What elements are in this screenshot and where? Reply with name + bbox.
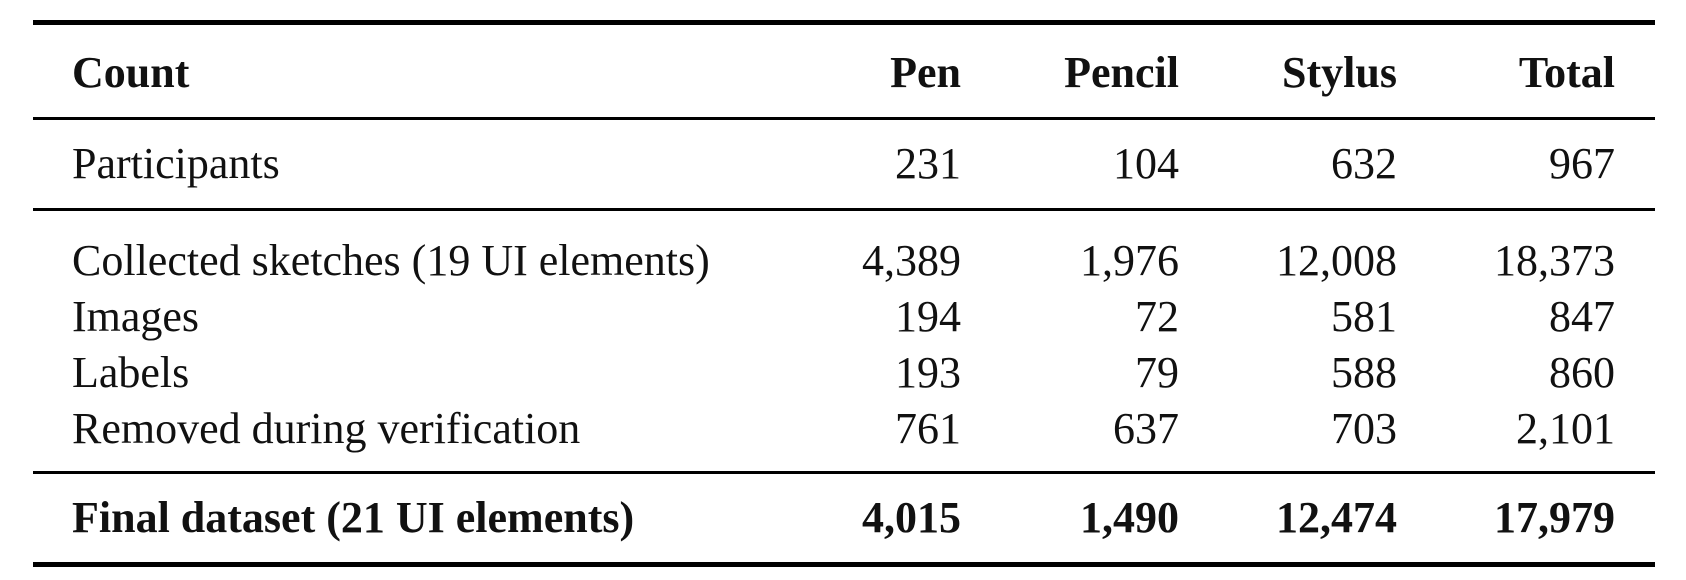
cell-stylus: 632 <box>1331 139 1397 188</box>
row-label: Collected sketches (19 UI elements) <box>72 236 710 285</box>
row-label: Removed during verification <box>72 404 581 453</box>
cell-total: 847 <box>1549 292 1615 341</box>
cell-total: 860 <box>1549 348 1615 397</box>
row-label: Images <box>72 292 200 341</box>
table-row: Removed during verification 761 637 703 … <box>33 401 1655 473</box>
cell-stylus: 581 <box>1331 292 1397 341</box>
cell-stylus: 12,474 <box>1276 493 1397 542</box>
table-footer: Final dataset (21 UI elements) 4,015 1,4… <box>33 472 1655 565</box>
row-label: Final dataset (21 UI elements) <box>72 493 635 542</box>
header-pencil: Pencil <box>1064 48 1179 97</box>
table-row-final-dataset: Final dataset (21 UI elements) 4,015 1,4… <box>33 472 1655 565</box>
table-row-participants: Participants 231 104 632 967 <box>33 119 1655 210</box>
header-pen: Pen <box>890 48 961 97</box>
cell-pen: 194 <box>895 292 961 341</box>
table-row: Labels 193 79 588 860 <box>33 345 1655 401</box>
cell-pen: 193 <box>895 348 961 397</box>
table-row: Images 194 72 581 847 <box>33 289 1655 345</box>
cell-pencil: 1,976 <box>1080 236 1179 285</box>
cell-pencil: 1,490 <box>1080 493 1179 542</box>
cell-pencil: 72 <box>1135 292 1179 341</box>
row-label: Participants <box>72 139 280 188</box>
table-header: Count Pen Pencil Stylus Total <box>33 22 1655 119</box>
cell-total: 967 <box>1549 139 1615 188</box>
header-total: Total <box>1518 48 1615 97</box>
cell-pen: 4,389 <box>862 236 961 285</box>
dataset-count-table: Count Pen Pencil Stylus Total Participan… <box>33 20 1655 567</box>
table-body: Participants 231 104 632 967 Collected s… <box>33 119 1655 473</box>
row-label: Labels <box>72 348 190 397</box>
cell-stylus: 588 <box>1331 348 1397 397</box>
cell-pen: 761 <box>895 404 961 453</box>
cell-stylus: 12,008 <box>1276 236 1397 285</box>
header-stylus: Stylus <box>1282 48 1397 97</box>
dataset-count-table-container: Count Pen Pencil Stylus Total Participan… <box>33 20 1655 567</box>
cell-total: 18,373 <box>1494 236 1615 285</box>
cell-stylus: 703 <box>1331 404 1397 453</box>
table-row: Collected sketches (19 UI elements) 4,38… <box>33 210 1655 290</box>
cell-pen: 231 <box>895 139 961 188</box>
header-row: Count Pen Pencil Stylus Total <box>33 22 1655 119</box>
cell-total: 17,979 <box>1494 493 1615 542</box>
cell-pencil: 79 <box>1135 348 1179 397</box>
cell-total: 2,101 <box>1516 404 1615 453</box>
cell-pencil: 104 <box>1113 139 1179 188</box>
cell-pencil: 637 <box>1113 404 1179 453</box>
cell-pen: 4,015 <box>862 493 961 542</box>
header-count: Count <box>72 48 190 97</box>
